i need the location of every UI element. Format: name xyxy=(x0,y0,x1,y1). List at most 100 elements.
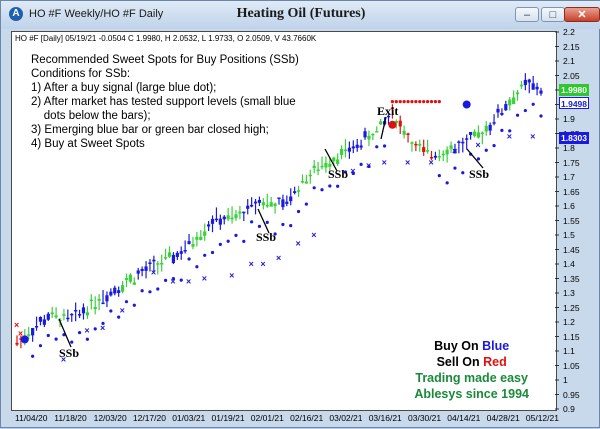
blue-x-marker: × xyxy=(382,158,387,168)
price-bar-body xyxy=(515,92,520,95)
price-bar-body xyxy=(156,263,160,265)
price-bar-body xyxy=(390,107,395,110)
blue-x-marker: × xyxy=(507,131,512,141)
x-tick-label: 11/04/20 xyxy=(15,413,48,423)
price-bar-body xyxy=(371,133,375,136)
price-bar-body xyxy=(257,199,262,203)
price-bar-body xyxy=(418,144,422,146)
blue-x-marker: × xyxy=(202,274,207,284)
blue-x-marker: × xyxy=(100,323,105,333)
annotation-arrow xyxy=(380,116,387,140)
support-dot xyxy=(179,278,183,282)
y-tick-label: 1.35 xyxy=(563,273,580,284)
support-dot xyxy=(328,184,332,188)
note-line: dots below the bars); xyxy=(31,110,151,122)
red-x-marker: × xyxy=(18,329,23,339)
price-bar-body xyxy=(465,138,469,140)
support-dot xyxy=(148,290,152,294)
price-bar-body xyxy=(351,146,355,149)
price-bar-body xyxy=(124,278,129,280)
price-bar-body xyxy=(214,218,219,221)
resistance-dot xyxy=(406,100,410,104)
y-tick-label: 1.55 xyxy=(563,215,580,226)
support-dot xyxy=(203,253,207,257)
close-button[interactable]: ✕ xyxy=(564,7,600,22)
price-bar-body xyxy=(34,326,39,328)
blue-x-marker: × xyxy=(350,166,355,176)
price-bar-body xyxy=(207,224,211,227)
price-bar-body xyxy=(347,147,351,152)
resistance-dot xyxy=(390,100,395,104)
resistance-dot xyxy=(394,100,398,104)
price-bar-body xyxy=(363,131,367,138)
support-dot xyxy=(336,184,340,188)
price-bar-body xyxy=(410,142,414,144)
price-bar-body xyxy=(70,313,74,316)
support-dot xyxy=(93,327,97,331)
price-bar-body xyxy=(422,147,426,152)
support-dot xyxy=(531,102,535,106)
sell-signal-dot xyxy=(388,120,397,129)
y-tick-label: 2.05 xyxy=(563,70,580,81)
price-bar-body xyxy=(66,317,70,320)
price-bar-body xyxy=(81,307,86,314)
x-tick-label: 12/17/20 xyxy=(132,413,166,423)
resistance-dot xyxy=(433,100,438,104)
price-bar-body xyxy=(484,125,488,132)
price-bar-body xyxy=(332,157,336,162)
blue-x-marker: × xyxy=(186,276,191,286)
resistance-dot xyxy=(410,100,414,104)
resistance-dot xyxy=(425,100,430,104)
minimize-button[interactable]: – xyxy=(515,7,539,22)
price-bar-body xyxy=(492,122,496,124)
price-bar-body xyxy=(250,204,254,207)
support-dot xyxy=(523,108,527,113)
price-bar-body xyxy=(433,155,438,158)
buy-signal-dot xyxy=(20,335,29,344)
support-dot xyxy=(375,145,379,149)
price-bar-body xyxy=(195,236,199,240)
price-bar-body xyxy=(437,156,441,158)
y-tick-label: 1 xyxy=(563,375,568,385)
annotation-arrow xyxy=(324,148,338,172)
annotation-arrow xyxy=(466,148,484,169)
chart-title: Heating Oil (Futures) xyxy=(236,6,366,21)
resistance-dot xyxy=(422,100,426,104)
support-dot xyxy=(312,186,316,190)
support-dot xyxy=(195,265,199,269)
buy-signal-dot xyxy=(462,100,471,109)
x-tick-label: 01/03/21 xyxy=(172,413,206,423)
price-bar-body xyxy=(261,202,265,206)
blue-x-marker: × xyxy=(475,140,480,150)
note-line: 4) Buy at Sweet Spots xyxy=(31,138,145,150)
support-dot xyxy=(343,170,348,174)
price-bar-body xyxy=(136,270,140,274)
last-price-box: 1.9980 xyxy=(559,84,589,96)
blue-x-marker: × xyxy=(249,259,254,269)
price-bar-body xyxy=(203,231,207,236)
price-bar-body xyxy=(277,197,281,199)
price-bar-body xyxy=(414,143,418,146)
price-bar-body xyxy=(89,299,93,302)
blue-x-marker: × xyxy=(429,158,434,168)
y-tick-label: 1.2 xyxy=(563,317,575,327)
support-dot xyxy=(351,171,355,176)
price-bar-body xyxy=(226,215,230,220)
price-bar-body xyxy=(38,317,43,322)
support-dot xyxy=(163,278,168,282)
price-bar-body xyxy=(429,157,434,159)
y-tick-label: 1.5 xyxy=(563,230,575,240)
support-dot xyxy=(234,233,238,238)
chart-plot-area[interactable] xyxy=(11,31,557,411)
y-tick-label: 1.8 xyxy=(563,143,575,153)
price-bar-body xyxy=(500,112,504,115)
support-dot xyxy=(132,303,136,307)
price-bar-body xyxy=(304,181,308,184)
y-tick-label: 1.7 xyxy=(563,172,575,182)
y-tick-label: 1.3 xyxy=(563,288,575,298)
resistance-dot xyxy=(402,100,406,104)
price-bar-body xyxy=(265,204,269,207)
price-bar-body xyxy=(109,291,113,296)
price-bar-body xyxy=(312,165,316,169)
